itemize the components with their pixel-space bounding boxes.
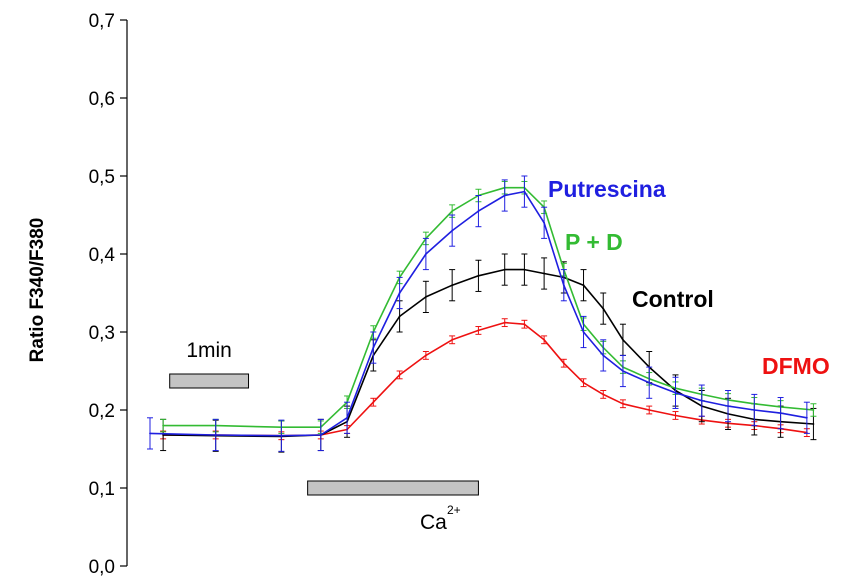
y-tick-label: 0,6 <box>89 89 115 110</box>
data-point <box>582 284 585 287</box>
y-tick-label: 0,3 <box>89 323 115 344</box>
data-point <box>700 399 703 402</box>
data-point <box>451 284 454 287</box>
data-point <box>424 253 427 255</box>
data-point <box>674 391 677 394</box>
y-axis-label: Ratio F340/F380 <box>27 218 48 363</box>
data-point <box>523 323 526 326</box>
data-point <box>398 315 401 318</box>
series-line <box>163 321 808 437</box>
series-layer <box>147 175 817 453</box>
ca-stimulus-bar <box>307 480 479 496</box>
data-point <box>372 346 375 349</box>
data-point <box>602 393 605 396</box>
y-tick-label: 0,0 <box>89 557 115 578</box>
y-tick-label: 0,7 <box>89 11 115 32</box>
series-line <box>163 268 814 438</box>
data-point <box>562 362 565 365</box>
data-point <box>319 434 322 436</box>
data-point <box>398 292 401 294</box>
ca-stimulus-label: Ca <box>420 511 447 534</box>
data-point <box>372 401 375 404</box>
y-ticks: 0,0 0,1 0,2 0,3 0,4 0,5 0,6 0,7 <box>89 11 127 578</box>
data-point <box>622 402 624 405</box>
series-label-p-d: P + D <box>565 229 623 255</box>
y-tick-label: 0,5 <box>89 167 115 188</box>
data-point <box>424 296 427 298</box>
series-line <box>163 186 814 428</box>
data-point <box>805 416 808 419</box>
data-point <box>503 194 506 197</box>
data-point <box>523 268 526 271</box>
data-point <box>602 354 605 357</box>
data-point <box>162 424 165 427</box>
data-point <box>424 354 427 357</box>
data-point <box>648 381 651 384</box>
series-label-putrescina: Putrescina <box>548 176 666 202</box>
data-point <box>503 268 506 271</box>
data-point <box>503 321 506 324</box>
series-label-dfmo: DFMO <box>762 353 830 379</box>
data-point <box>779 412 782 415</box>
data-point <box>582 381 585 384</box>
y-tick-label: 0,1 <box>89 479 115 500</box>
data-point <box>812 409 815 411</box>
data-point <box>543 221 546 224</box>
ca-stimulus-superscript: 2+ <box>447 503 461 517</box>
data-point <box>451 229 454 232</box>
data-point <box>477 274 480 277</box>
data-point <box>648 409 651 411</box>
data-point <box>214 434 217 436</box>
scale-bar <box>169 373 250 389</box>
data-point <box>753 409 756 411</box>
data-point <box>451 338 454 341</box>
data-point <box>812 423 815 425</box>
data-point <box>477 329 480 332</box>
data-point <box>674 414 677 417</box>
data-point <box>622 370 624 372</box>
y-tick-label: 0,2 <box>89 401 115 422</box>
series-putrescina <box>147 175 810 452</box>
series-labels: Putrescina P + D Control DFMO <box>548 176 830 379</box>
data-point <box>398 374 401 376</box>
series-line <box>149 190 808 437</box>
data-point <box>727 405 729 407</box>
data-point <box>451 210 454 213</box>
series-dfmo <box>160 318 810 441</box>
data-point <box>280 434 283 437</box>
data-point <box>602 307 605 310</box>
data-point <box>523 190 526 193</box>
data-point <box>622 338 624 341</box>
data-point <box>543 338 546 341</box>
series-p-d <box>160 180 817 434</box>
data-point <box>562 284 565 287</box>
y-tick-label: 0,4 <box>89 245 116 266</box>
scale-bar-label: 1min <box>186 339 232 362</box>
data-point <box>149 432 151 435</box>
data-point <box>543 272 546 275</box>
data-point <box>582 331 585 333</box>
data-point <box>346 416 348 419</box>
series-label-control: Control <box>632 286 714 312</box>
data-point <box>477 210 480 213</box>
